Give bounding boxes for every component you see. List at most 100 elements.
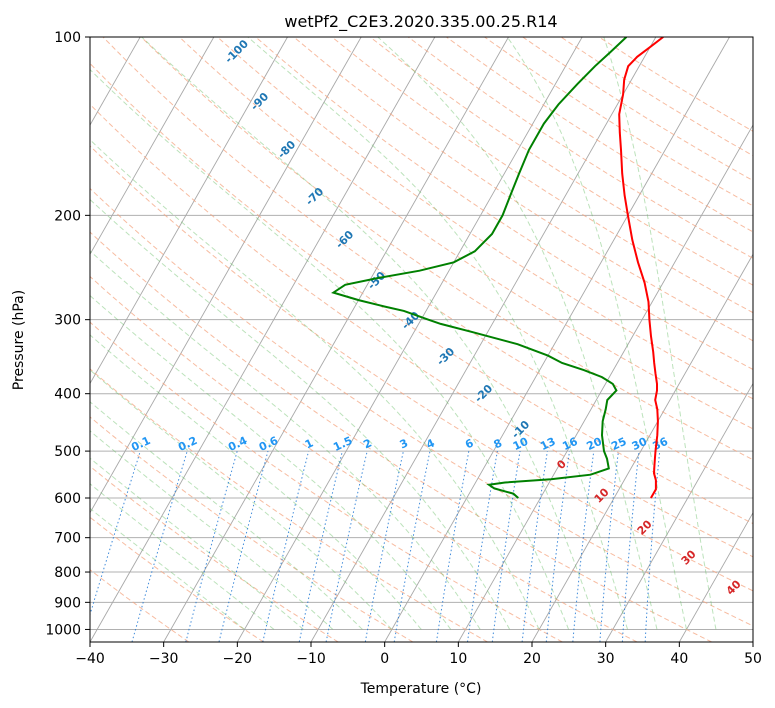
moist-adiabat-line — [90, 68, 570, 630]
y-tick-label: 1000 — [45, 622, 81, 638]
x-tick-label: −10 — [296, 651, 326, 667]
mixing-ratio-line — [218, 450, 269, 642]
mixing-ratio-line — [185, 450, 238, 642]
isotherm-line — [384, 37, 730, 642]
moist-adiabat-line — [90, 483, 275, 630]
plot-frame — [89, 36, 754, 643]
x-tick-label: 40 — [670, 651, 688, 667]
isotherm-label: -100 — [222, 37, 251, 66]
moist-adiabat-line — [90, 294, 452, 630]
mixing-ratio-label: 1 — [303, 436, 315, 451]
isotherm-line — [90, 37, 362, 514]
mixing-ratio-line — [131, 450, 188, 642]
dry-adiabat-line — [90, 62, 753, 525]
y-tick-label: 300 — [54, 313, 81, 329]
x-tick-label: 10 — [449, 651, 467, 667]
x-axis-label: Temperature (°C) — [360, 681, 482, 697]
moist-adiabat-line — [603, 37, 717, 630]
axis-ticks: −40 −30 −20 −10 0 10 20 30 40 50 100 200 300 400 500 60… — [45, 30, 762, 667]
x-tick-label: −30 — [149, 651, 179, 667]
background-lines — [0, 37, 753, 642]
mixing-ratio-line — [491, 451, 521, 642]
y-tick-label: 800 — [54, 565, 81, 581]
y-tick-label: 900 — [54, 595, 81, 611]
moist-adiabat-line — [90, 430, 334, 630]
isotherm-label: 20 — [635, 517, 655, 537]
dry-adiabat-line — [90, 231, 712, 642]
y-axis-label: Pressure (hPa) — [11, 290, 27, 390]
dry-adiabat-line — [90, 516, 264, 642]
moist-adiabat-line — [90, 457, 304, 630]
x-tick-label: 50 — [744, 651, 762, 667]
x-tick-label: 0 — [380, 651, 389, 667]
dry-adiabat-line — [560, 37, 753, 157]
mixing-ratio-label: 20 — [585, 435, 605, 453]
moist-adiabat-line — [506, 37, 687, 630]
isotherm-line — [90, 37, 215, 256]
isotherm-line — [90, 37, 288, 385]
y-tick-label: 200 — [54, 208, 81, 224]
temperature-line — [618, 37, 664, 499]
dry-adiabat-line — [522, 37, 753, 182]
mixing-ratio-label: 6 — [463, 436, 476, 451]
dry-adiabat-line — [90, 103, 753, 558]
data-series — [331, 37, 664, 499]
dry-adiabat-line — [90, 368, 488, 642]
mixing-ratio-label: 10 — [511, 435, 531, 453]
mixing-ratio-line — [644, 451, 661, 642]
mixing-ratio-line — [572, 451, 595, 642]
mixing-ratio-line — [621, 451, 640, 642]
x-tick-label: 20 — [523, 651, 541, 667]
mixing-ratio-label: 36 — [651, 435, 671, 453]
moist-adiabat-line — [90, 250, 481, 630]
mixing-ratio-line — [393, 450, 431, 642]
isotherm-line — [163, 37, 509, 642]
isotherm-line — [752, 641, 753, 642]
isotherm-label: -70 — [303, 185, 326, 208]
y-tick-label: 600 — [54, 491, 81, 507]
dry-adiabat-line — [102, 37, 753, 492]
dry-adiabat-line — [331, 37, 753, 314]
isotherm-line — [457, 124, 753, 642]
mixing-ratio-line — [262, 450, 310, 642]
mixing-ratio-label: 3 — [398, 436, 410, 451]
moist-adiabat-line — [90, 369, 393, 630]
dry-adiabat-line — [90, 416, 414, 642]
mixing-ratio-line — [467, 451, 498, 642]
dry-adiabat-line — [407, 37, 753, 259]
chart-title: wetPf2_C2E3.2020.335.00.25.R14 — [284, 12, 557, 32]
dry-adiabat-line — [90, 465, 339, 642]
moist-adiabat-line — [377, 37, 658, 630]
mixing-ratio-label: 30 — [630, 435, 650, 453]
y-tick-label: 100 — [54, 30, 81, 46]
x-tick-label: −40 — [75, 651, 105, 667]
mixing-ratio-line — [325, 450, 368, 642]
dry-adiabat-line — [90, 321, 563, 642]
moist-adiabat-line — [247, 37, 629, 630]
moist-adiabat-line — [90, 198, 511, 630]
mixing-ratio-line — [521, 451, 548, 642]
isotherm-label: 10 — [592, 485, 612, 505]
mixing-ratio-label: 25 — [609, 435, 628, 453]
mixing-ratio-line — [298, 450, 343, 642]
moist-adiabat-line — [90, 139, 540, 630]
dry-adiabat-line — [293, 37, 753, 342]
isotherm-line — [90, 37, 436, 642]
dry-adiabat-line — [255, 37, 753, 371]
isotherm-line — [0, 37, 67, 642]
mixing-ratio-label: 13 — [538, 435, 557, 453]
moist-adiabat-line — [90, 507, 245, 630]
mixing-ratio-line — [435, 451, 470, 642]
dry-adiabat-line — [90, 569, 190, 642]
dry-adiabat-line — [369, 37, 753, 286]
mixing-ratio-label: 16 — [560, 435, 580, 453]
y-tick-label: 400 — [54, 387, 81, 403]
isotherm-label: 40 — [724, 577, 744, 597]
isotherm-label: -60 — [333, 228, 356, 251]
dry-adiabat-line — [446, 37, 753, 233]
dry-adiabat-line — [90, 275, 638, 642]
dewpoint-line — [331, 37, 628, 499]
dry-adiabat-line — [140, 37, 753, 461]
x-tick-label: 30 — [597, 651, 615, 667]
